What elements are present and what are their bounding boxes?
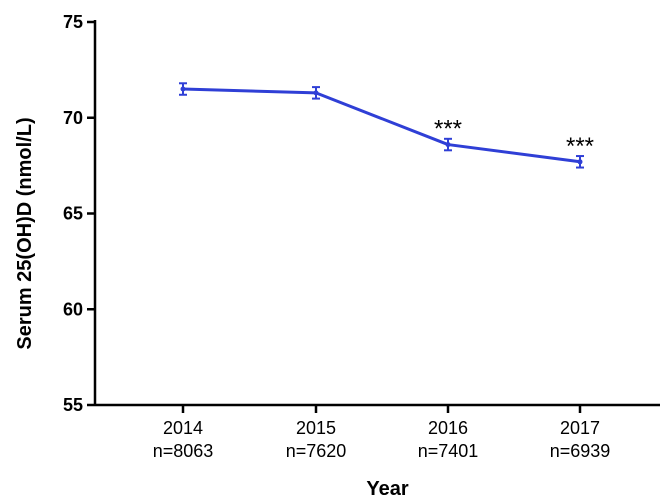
x-tick-label: 2015 xyxy=(296,418,336,438)
x-tick-label: 2016 xyxy=(428,418,468,438)
y-tick-label: 55 xyxy=(63,395,83,415)
significance-annotation: *** xyxy=(566,133,594,160)
y-tick-label: 65 xyxy=(63,204,83,224)
x-tick-sample-size: n=8063 xyxy=(153,441,214,461)
x-ticks: 2014 n=8063 2015 n=7620 2016 n=7401 2017 n=6939 xyxy=(153,405,611,461)
data-point xyxy=(445,142,451,148)
series xyxy=(179,82,584,169)
data-point xyxy=(577,159,583,165)
data-point xyxy=(313,90,319,96)
axes xyxy=(93,20,660,407)
data-point xyxy=(180,86,186,92)
y-ticks: 55 60 65 70 75 xyxy=(63,12,95,415)
x-tick-sample-size: n=6939 xyxy=(550,441,611,461)
y-tick-label: 70 xyxy=(63,108,83,128)
significance-annotation: *** xyxy=(434,116,462,143)
x-tick-label: 2017 xyxy=(560,418,600,438)
y-tick-label: 75 xyxy=(63,12,83,32)
x-tick-sample-size: n=7401 xyxy=(418,441,479,461)
annotations: *** *** xyxy=(434,116,594,160)
y-axis-title: Serum 25(OH)D (nmol/L) xyxy=(14,117,36,349)
x-tick-sample-size: n=7620 xyxy=(286,441,347,461)
series-line xyxy=(182,87,581,164)
x-tick-label: 2014 xyxy=(163,418,203,438)
y-tick-label: 60 xyxy=(63,299,83,319)
x-axis-title: Year xyxy=(366,478,408,500)
